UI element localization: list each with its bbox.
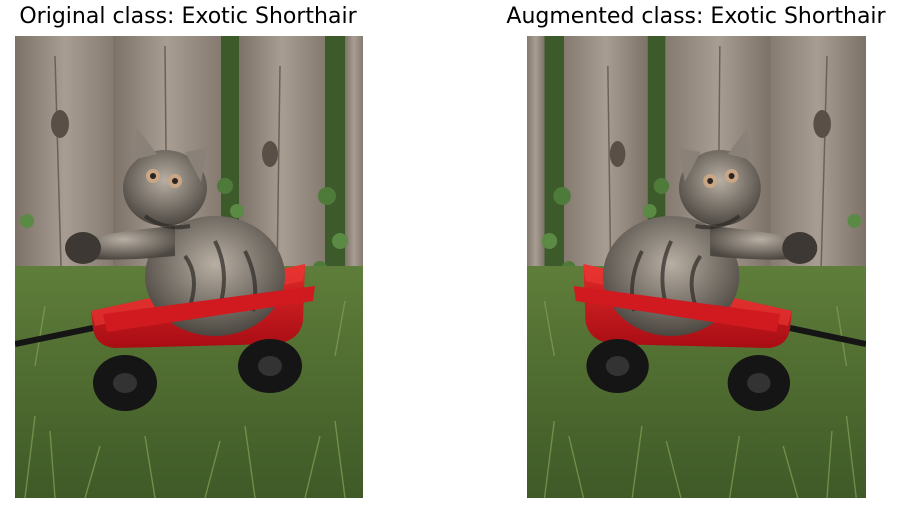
augmented-panel-title: Augmented class: Exotic Shorthair bbox=[506, 4, 886, 29]
wagon-handle bbox=[15, 325, 94, 347]
wagon-wheels bbox=[93, 339, 302, 411]
original-photo bbox=[15, 36, 363, 498]
original-panel-title: Original class: Exotic Shorthair bbox=[19, 4, 357, 29]
kitten-wagon-scene bbox=[15, 36, 363, 498]
augmented-photo bbox=[527, 36, 866, 498]
kitten-wagon-scene-mirrored bbox=[527, 36, 866, 498]
